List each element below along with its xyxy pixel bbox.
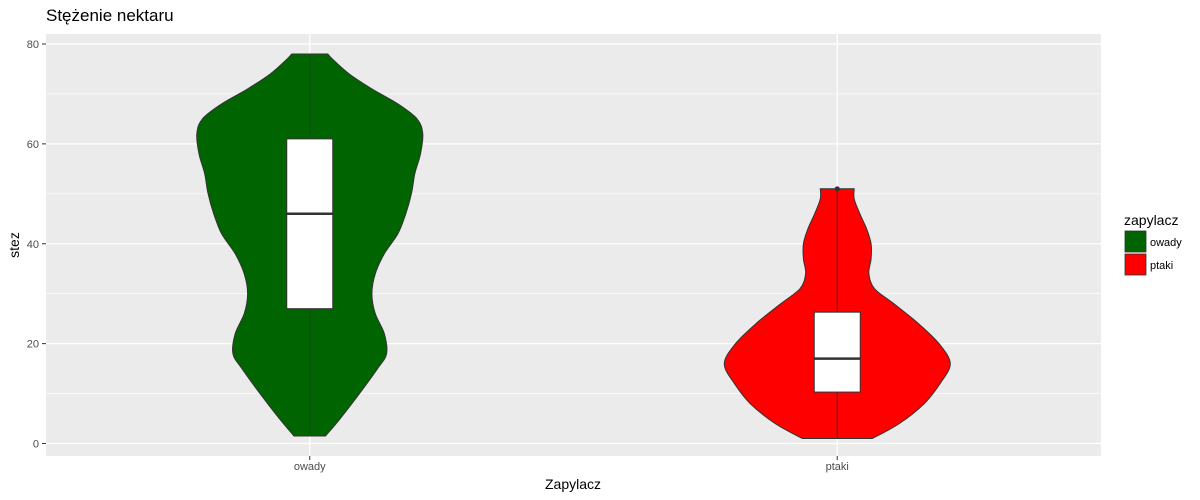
violin-group-ptaki <box>723 186 951 439</box>
box-owady <box>286 138 334 310</box>
y-tick-label: 0 <box>33 439 39 451</box>
outlier-point <box>834 186 840 192</box>
y-tick-label: 80 <box>27 39 39 51</box>
y-tick-label: 40 <box>27 239 39 251</box>
y-tick-label: 20 <box>27 339 39 351</box>
y-axis: 0 20 40 60 80 <box>27 39 46 451</box>
legend-title: zapylacz <box>1124 212 1178 228</box>
legend-swatch-owady <box>1124 230 1147 253</box>
legend-swatch-ptaki <box>1124 253 1147 276</box>
x-axis: owady ptaki <box>294 456 849 473</box>
x-tick-label: ptaki <box>826 461 849 473</box>
y-tick-label: 60 <box>27 139 39 151</box>
box-ptaki <box>813 311 861 393</box>
violin-group-owady <box>196 53 424 437</box>
chart-title: Stężenie nektaru <box>46 6 174 25</box>
x-axis-title: Zapylacz <box>545 476 601 492</box>
legend-label-owady: owady <box>1150 237 1182 249</box>
x-tick-label: owady <box>294 461 326 473</box>
violins <box>196 53 951 439</box>
plot-panel <box>46 34 1101 456</box>
legend-label-ptaki: ptaki <box>1150 260 1173 272</box>
y-axis-title: stez <box>6 232 22 258</box>
legend: zapylacz owady ptaki <box>1124 212 1182 276</box>
